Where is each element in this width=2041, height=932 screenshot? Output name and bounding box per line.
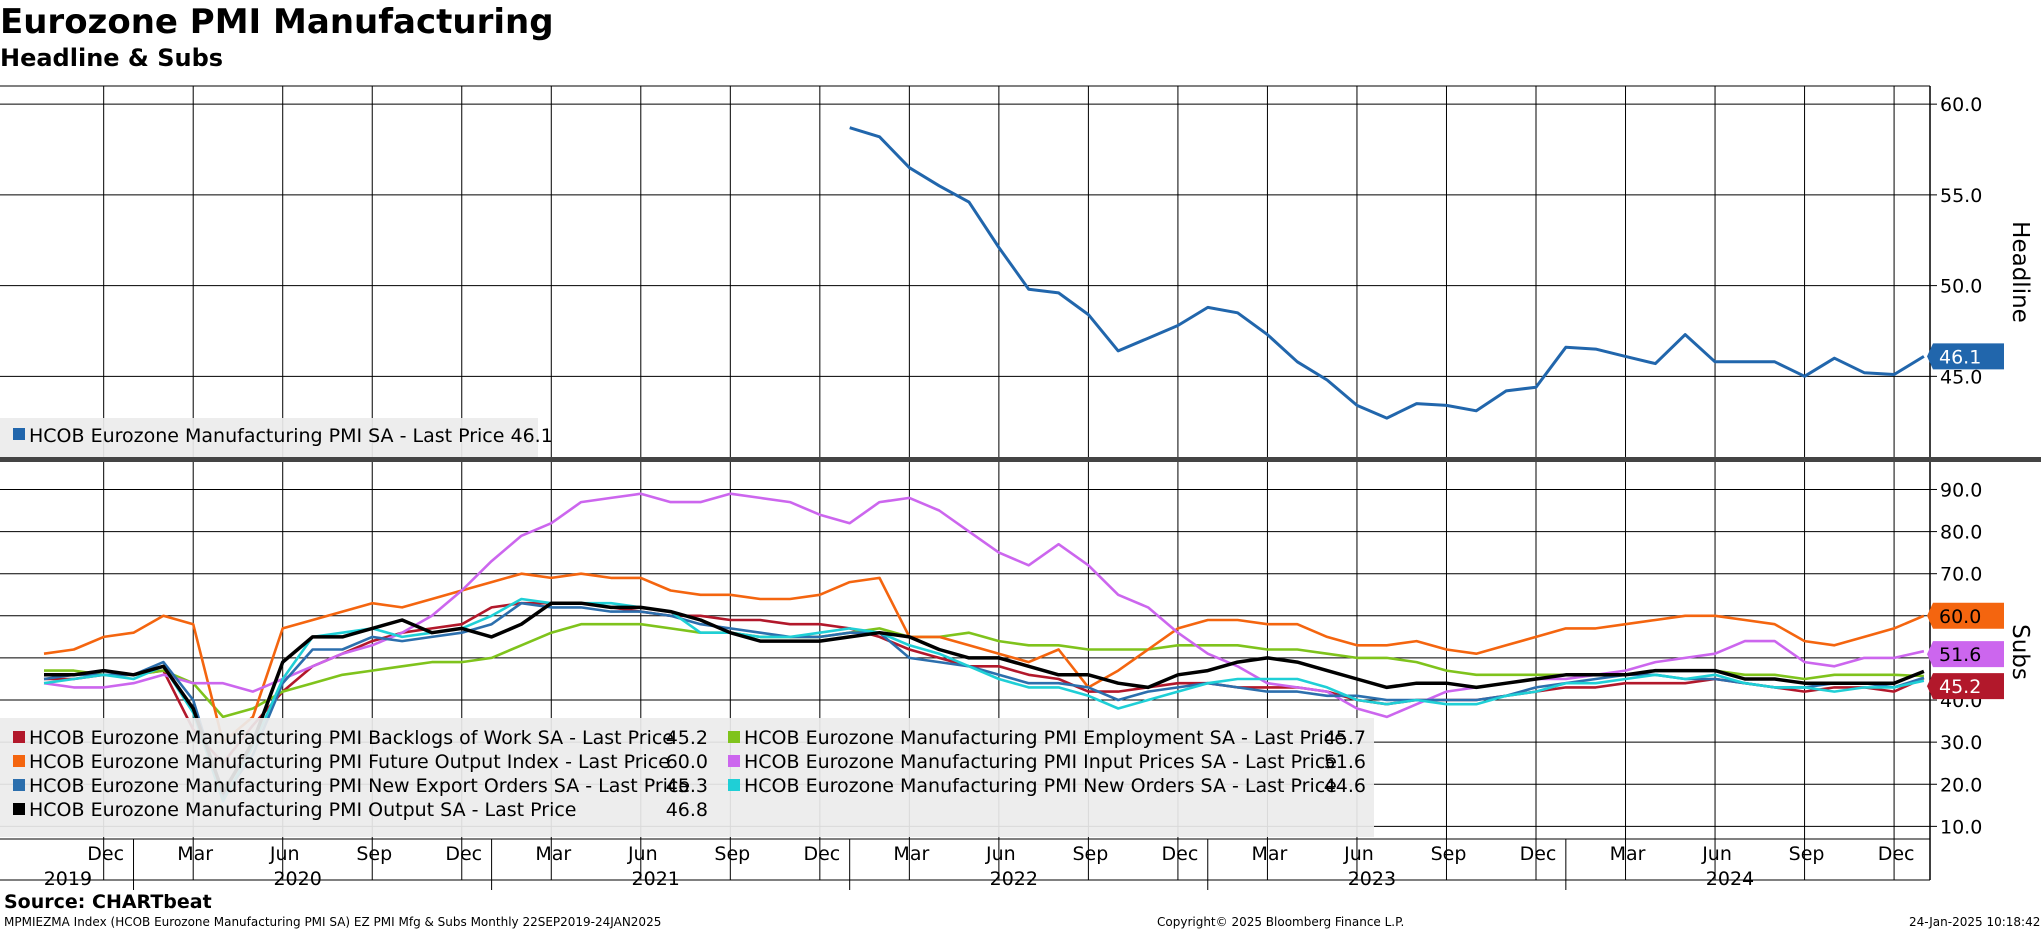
legend-label: HCOB Eurozone Manufacturing PMI Output S… xyxy=(29,799,576,821)
x-tick-label: Sep xyxy=(1789,843,1825,865)
x-tick-label: Dec xyxy=(803,843,840,865)
series-line xyxy=(43,492,1925,719)
value-tag-label: 46.1 xyxy=(1939,346,1981,368)
legend-swatch xyxy=(728,779,740,791)
series-line xyxy=(849,126,1925,420)
x-tick-label: Dec xyxy=(445,843,482,865)
x-tick-label: Mar xyxy=(177,843,213,865)
x-tick-label: Jun xyxy=(1701,843,1732,865)
legend-value: 45.7 xyxy=(1324,727,1366,749)
legend-value: 51.6 xyxy=(1324,751,1366,773)
legend-swatch xyxy=(13,428,25,440)
legend-value: 44.6 xyxy=(1324,775,1366,797)
y-tick-label: 90.0 xyxy=(1940,479,1982,501)
y-tick-label: 45.0 xyxy=(1940,366,1982,388)
x-tick-label: Mar xyxy=(1610,843,1646,865)
x-year-label: 2020 xyxy=(273,868,321,890)
x-tick-label: Jun xyxy=(627,843,658,865)
y-tick-label: 70.0 xyxy=(1940,564,1982,586)
x-year-label: 2023 xyxy=(1348,868,1396,890)
timestamp: 24-Jan-2025 10:18:42 xyxy=(1909,915,2041,929)
x-year-label: 2024 xyxy=(1706,868,1754,890)
value-tag-label: 51.6 xyxy=(1939,644,1981,666)
x-tick-label: Jun xyxy=(1343,843,1374,865)
y-tick-label: 30.0 xyxy=(1940,732,1982,754)
value-tag xyxy=(1927,602,2004,629)
x-tick-label: Sep xyxy=(714,843,750,865)
legend-label: HCOB Eurozone Manufacturing PMI New Expo… xyxy=(29,775,690,797)
legend-swatch xyxy=(13,755,25,767)
value-tag-label: 60.0 xyxy=(1939,606,1981,628)
y-tick-label: 80.0 xyxy=(1940,522,1982,544)
y-tick-label: 60.0 xyxy=(1940,94,1982,116)
y-tick-label: 55.0 xyxy=(1940,185,1982,207)
legend-value: 46.8 xyxy=(666,799,708,821)
legend-label: HCOB Eurozone Manufacturing PMI New Orde… xyxy=(744,775,1337,797)
x-year-label: 2022 xyxy=(990,868,1038,890)
panel-divider xyxy=(0,457,2041,462)
x-tick-label: Dec xyxy=(87,843,124,865)
x-year-label: 2021 xyxy=(632,868,680,890)
y-axis-title-subs: Subs xyxy=(2007,624,2033,680)
legend-value: 60.0 xyxy=(666,751,708,773)
y-axis-title-headline: Headline xyxy=(2007,221,2033,323)
legend-label: HCOB Eurozone Manufacturing PMI SA - Las… xyxy=(29,425,553,447)
value-tag xyxy=(1927,641,2004,668)
x-tick-label: Dec xyxy=(1520,843,1557,865)
copyright: Copyright© 2025 Bloomberg Finance L.P. xyxy=(1157,915,1405,929)
series-line xyxy=(44,601,1925,795)
index-info: MPMIEZMA Index (HCOB Eurozone Manufactur… xyxy=(4,915,662,929)
x-year-label: 2019 xyxy=(44,868,92,890)
x-tick-label: Sep xyxy=(1072,843,1108,865)
legend-label: HCOB Eurozone Manufacturing PMI Employme… xyxy=(744,727,1346,749)
x-tick-label: Sep xyxy=(356,843,392,865)
value-tag xyxy=(1927,673,2004,700)
x-tick-label: Mar xyxy=(1252,843,1288,865)
y-tick-label: 50.0 xyxy=(1940,276,1982,298)
series-line xyxy=(44,601,1925,765)
value-tag-label: 45.2 xyxy=(1939,676,1981,698)
x-tick-label: Mar xyxy=(893,843,929,865)
x-tick-label: Dec xyxy=(1162,843,1199,865)
value-tag xyxy=(1927,343,2004,370)
legend-value: 45.3 xyxy=(666,775,708,797)
legend-swatch xyxy=(728,755,740,767)
chart-subtitle: Headline & Subs xyxy=(0,44,224,72)
legend-swatch xyxy=(13,731,25,743)
y-tick-label: 10.0 xyxy=(1940,816,1982,838)
legend-box-headline xyxy=(0,418,538,457)
series-line xyxy=(43,597,1925,803)
legend-swatch xyxy=(13,779,25,791)
legend-box-subs xyxy=(0,718,1374,837)
legend-swatch xyxy=(13,803,25,815)
x-tick-label: Mar xyxy=(535,843,571,865)
source-label: Source: CHARTbeat xyxy=(4,891,212,913)
x-tick-label: Sep xyxy=(1431,843,1467,865)
legend-swatch xyxy=(728,731,740,743)
legend-label: HCOB Eurozone Manufacturing PMI Input Pr… xyxy=(744,751,1337,773)
x-tick-label: Dec xyxy=(1878,843,1915,865)
legend-label: HCOB Eurozone Manufacturing PMI Backlogs… xyxy=(29,727,674,749)
legend-label: HCOB Eurozone Manufacturing PMI Future O… xyxy=(29,751,670,773)
series-line xyxy=(43,572,1925,744)
y-tick-label: 20.0 xyxy=(1940,774,1982,796)
x-tick-label: Jun xyxy=(985,843,1016,865)
legend-value: 45.2 xyxy=(666,727,708,749)
x-tick-label: Jun xyxy=(269,843,300,865)
series-line xyxy=(43,601,1925,799)
chart-title: Eurozone PMI Manufacturing xyxy=(0,2,554,42)
